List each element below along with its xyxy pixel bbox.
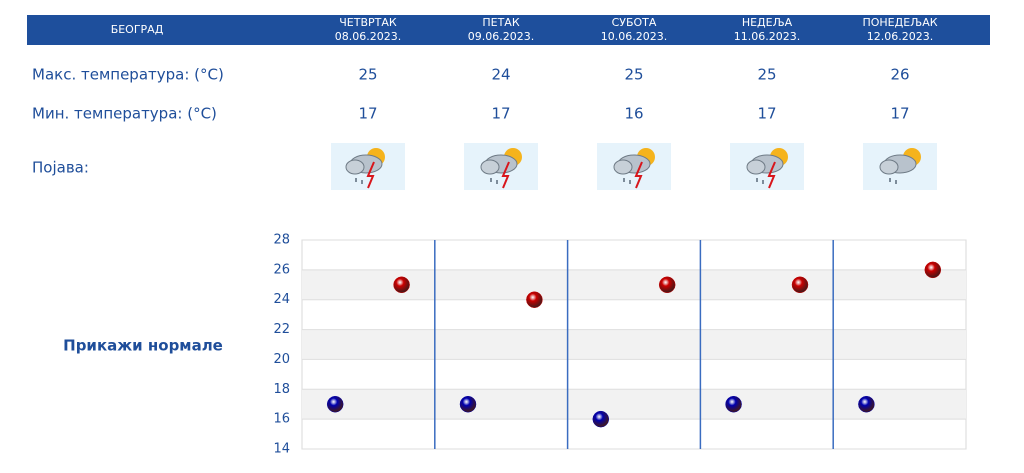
day-name: СУБОТА xyxy=(612,16,657,29)
y-tick-label: 28 xyxy=(273,233,290,248)
min-dot xyxy=(459,395,477,413)
y-tick-label: 22 xyxy=(273,322,290,337)
phenomenon-label: Појава: xyxy=(32,159,89,177)
max-dot xyxy=(526,291,543,308)
min-dot xyxy=(858,395,875,413)
icon-storm xyxy=(597,143,671,190)
day-date: 10.06.2023. xyxy=(601,30,667,43)
day-name: НЕДЕЉА xyxy=(742,16,793,29)
max-dot xyxy=(791,276,809,294)
location: БЕОГРАД xyxy=(111,23,164,36)
min-dot xyxy=(592,410,610,428)
header-bar xyxy=(27,15,990,45)
min-dot xyxy=(725,395,742,413)
y-tick-label: 20 xyxy=(273,352,290,367)
day-name: ПЕТАК xyxy=(482,16,519,29)
min-temp: 17 xyxy=(491,105,510,123)
weather-icons xyxy=(331,143,937,190)
max-label: Макс. температура: (°C) xyxy=(32,66,224,84)
plot-band xyxy=(302,329,966,360)
plot-band xyxy=(302,269,966,300)
y-tick-label: 18 xyxy=(273,382,290,397)
day-name: ПОНЕДЕЉАК xyxy=(862,16,937,29)
icon-rain xyxy=(863,143,937,190)
max-temp: 25 xyxy=(624,66,643,84)
y-tick-label: 16 xyxy=(273,412,290,427)
y-tick-label: 24 xyxy=(273,292,290,307)
day-date: 08.06.2023. xyxy=(335,30,401,43)
icon-storm xyxy=(464,143,538,190)
day-date: 09.06.2023. xyxy=(468,30,534,43)
max-temp: 26 xyxy=(890,66,909,84)
max-temp: 25 xyxy=(757,66,776,84)
show-normals-link[interactable]: Прикажи нормале xyxy=(63,337,223,355)
day-date: 11.06.2023. xyxy=(734,30,800,43)
min-temp: 17 xyxy=(890,105,909,123)
y-tick-label: 14 xyxy=(273,442,290,457)
min-temp: 17 xyxy=(358,105,377,123)
plot-band xyxy=(302,389,966,420)
max-temp: 25 xyxy=(358,66,377,84)
max-dot xyxy=(393,276,410,294)
day-date: 12.06.2023. xyxy=(867,30,933,43)
day-name: ЧЕТВРТАК xyxy=(339,16,397,29)
max-temp: 24 xyxy=(491,66,510,84)
min-dot xyxy=(326,395,344,413)
icon-storm xyxy=(730,143,804,190)
y-tick-label: 26 xyxy=(273,262,290,277)
max-dot xyxy=(924,261,942,279)
min-label: Мин. температура: (°C) xyxy=(32,105,217,123)
min-temp: 16 xyxy=(624,105,643,123)
icon-storm xyxy=(331,143,405,190)
min-temp: 17 xyxy=(757,105,776,123)
max-dot xyxy=(658,276,676,294)
